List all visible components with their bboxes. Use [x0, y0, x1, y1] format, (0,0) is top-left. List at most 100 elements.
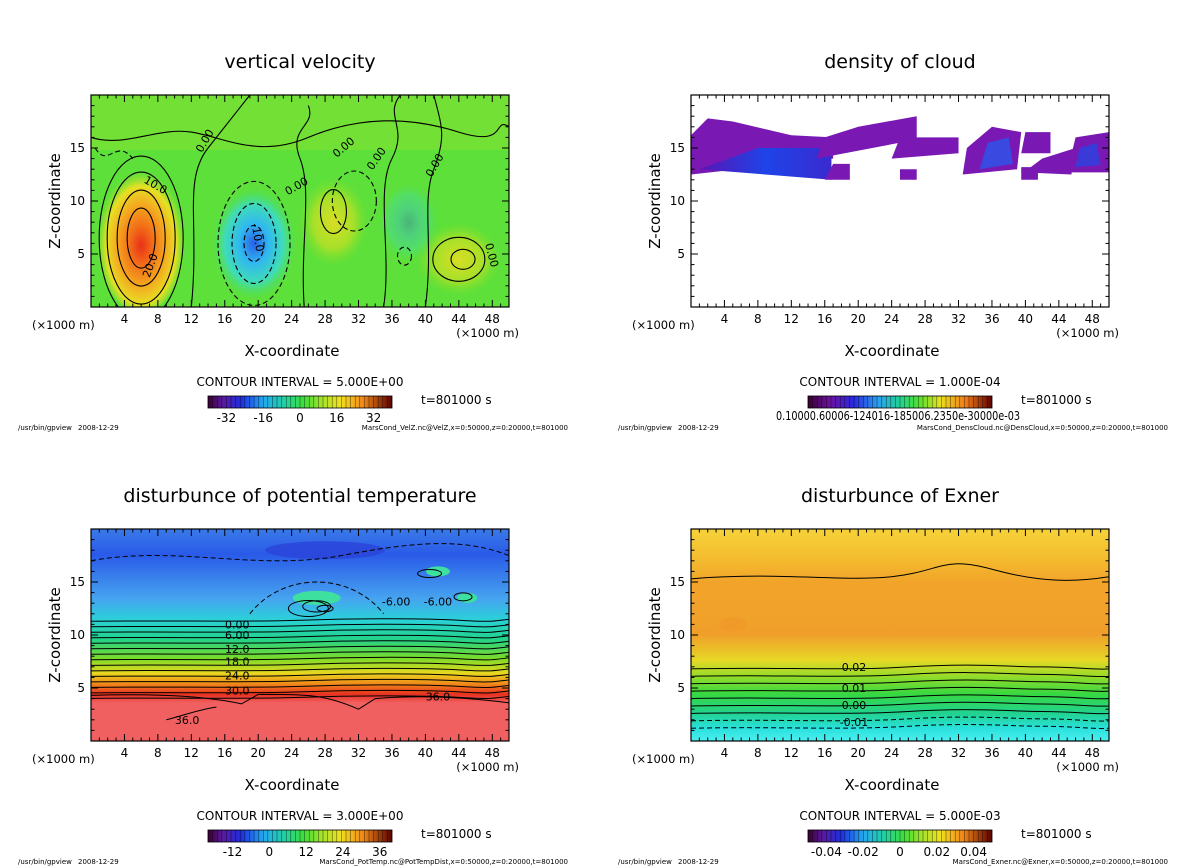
isoline — [691, 679, 1109, 685]
chart-title: disturbunce of Exner — [801, 485, 999, 507]
x-tick-label: 24 — [284, 746, 299, 760]
field-background — [691, 529, 1109, 741]
cloud-region — [891, 137, 959, 159]
isotherm — [91, 656, 509, 661]
x-tick-label: 28 — [317, 312, 332, 326]
chart-title: vertical velocity — [224, 51, 375, 73]
colorbar-tick-label: 12 — [298, 845, 313, 859]
isotherm-36 — [166, 706, 217, 721]
contour-positive — [116, 189, 166, 287]
y-tick-label: 5 — [77, 681, 85, 695]
x-tick-label: 40 — [418, 746, 433, 760]
isotherm-positive — [417, 569, 443, 579]
x-tick-label: 8 — [754, 312, 762, 326]
x-tick-label: 48 — [1085, 746, 1100, 760]
x-tick-label: 32 — [951, 312, 966, 326]
x-tick-label: 32 — [351, 312, 366, 326]
x-axis-label: X-coordinate — [245, 342, 340, 360]
warm-anomaly — [425, 566, 450, 577]
colorbar: -32 -16 0 16 32 — [207, 395, 393, 425]
contour-negative — [396, 246, 413, 266]
contour-positive — [98, 155, 184, 307]
axis-ticks — [91, 95, 509, 307]
colorbar-tick-label: 0.04 — [960, 845, 987, 859]
isotherm-36 — [91, 693, 509, 710]
x-tick-label: 8 — [754, 746, 762, 760]
cloud-region — [699, 148, 832, 180]
y-tick-label: 5 — [77, 247, 85, 261]
x-tick-label: 4 — [121, 312, 129, 326]
x-tick-label: 32 — [951, 746, 966, 760]
isoline — [691, 672, 1109, 678]
y-axis-label: Z-coordinate — [46, 587, 64, 682]
isotherm — [91, 662, 509, 666]
downdraft-core — [212, 187, 297, 300]
isoline — [691, 694, 1109, 700]
chart-title: density of cloud — [824, 51, 976, 73]
contour-label: 36.0 — [426, 691, 451, 704]
contour-label: 0.02 — [842, 661, 867, 674]
x-tick-label: 4 — [121, 746, 129, 760]
contour-label: 18.0 — [225, 656, 250, 669]
isotherm-positive — [287, 600, 329, 617]
contour-negative — [331, 170, 377, 232]
x-tick-label: 36 — [984, 746, 999, 760]
footer-source: MarsCond_VelZ.nc@VelZ,x=0:50000,z=0:2000… — [362, 424, 568, 432]
cloud-region — [1023, 148, 1076, 175]
x-tick-label: 16 — [217, 312, 232, 326]
chart-title: disturbunce of potential temperature — [123, 485, 476, 507]
contour-label: 30.0 — [225, 684, 250, 697]
x-tick-label: 44 — [451, 312, 466, 326]
x-axis-label: X-coordinate — [845, 342, 940, 360]
colorbar-tick-label: -16 — [253, 411, 273, 425]
axis-ticks — [691, 529, 1109, 741]
isotherm — [91, 678, 509, 683]
colorbar-tick-label: 24 — [335, 845, 350, 859]
x-tick-label: 36 — [384, 746, 399, 760]
footer-program: /usr/bin/gpview — [18, 858, 72, 866]
x-tick-label: 20 — [851, 746, 866, 760]
x-tick-label: 12 — [184, 746, 199, 760]
colorbar: -12 0 12 24 36 — [207, 829, 393, 859]
x-tick-label: 16 — [817, 312, 832, 326]
contour-lines — [691, 563, 1109, 729]
x-tick-label: 8 — [154, 312, 162, 326]
contour-label: 6.00 — [225, 629, 250, 642]
x-tick-label: 28 — [317, 746, 332, 760]
x-tick-label: 40 — [1018, 746, 1033, 760]
contour-label: -0.01 — [840, 716, 868, 729]
isotherm — [91, 689, 509, 694]
x-tick-label: 20 — [251, 746, 266, 760]
contour-negative — [243, 224, 265, 262]
updraft-weak — [299, 178, 368, 267]
plot-area — [691, 95, 1109, 307]
footer-date: 2008-12-29 — [678, 424, 719, 432]
contour-zero — [424, 95, 443, 307]
contour-positive — [319, 189, 347, 235]
x-tick-label: 44 — [1051, 312, 1066, 326]
x-tick-label: 24 — [884, 746, 899, 760]
isotherm — [91, 651, 509, 655]
x-tick-label: 32 — [351, 746, 366, 760]
x-unit-right: (×1000 m) — [1056, 760, 1119, 774]
contour-label: 24.0 — [225, 670, 250, 683]
x-tick-label: 16 — [817, 746, 832, 760]
contour-positive — [126, 207, 156, 269]
x-unit-left: (×1000 m) — [32, 318, 95, 332]
colorbar-tick-label: 32 — [366, 411, 381, 425]
x-unit-right: (×1000 m) — [456, 760, 519, 774]
colorbar: -0.04 -0.02 0 0.02 0.04 — [807, 829, 993, 859]
cloud-region — [824, 163, 850, 180]
y-axis-label: Z-coordinate — [646, 153, 664, 248]
updraft-right — [416, 223, 501, 296]
time-stamp: t=801000 s — [421, 393, 492, 407]
time-stamp: t=801000 s — [421, 827, 492, 841]
colorbar-tick-label: -0.04 — [811, 845, 842, 859]
y-tick-label: 10 — [70, 194, 85, 208]
x-unit-right: (×1000 m) — [1056, 326, 1119, 340]
contour-negative — [94, 147, 134, 159]
plot-area: 0.02 0.01 0.00 -0.01 — [691, 529, 1109, 741]
y-tick-label: 10 — [670, 194, 685, 208]
